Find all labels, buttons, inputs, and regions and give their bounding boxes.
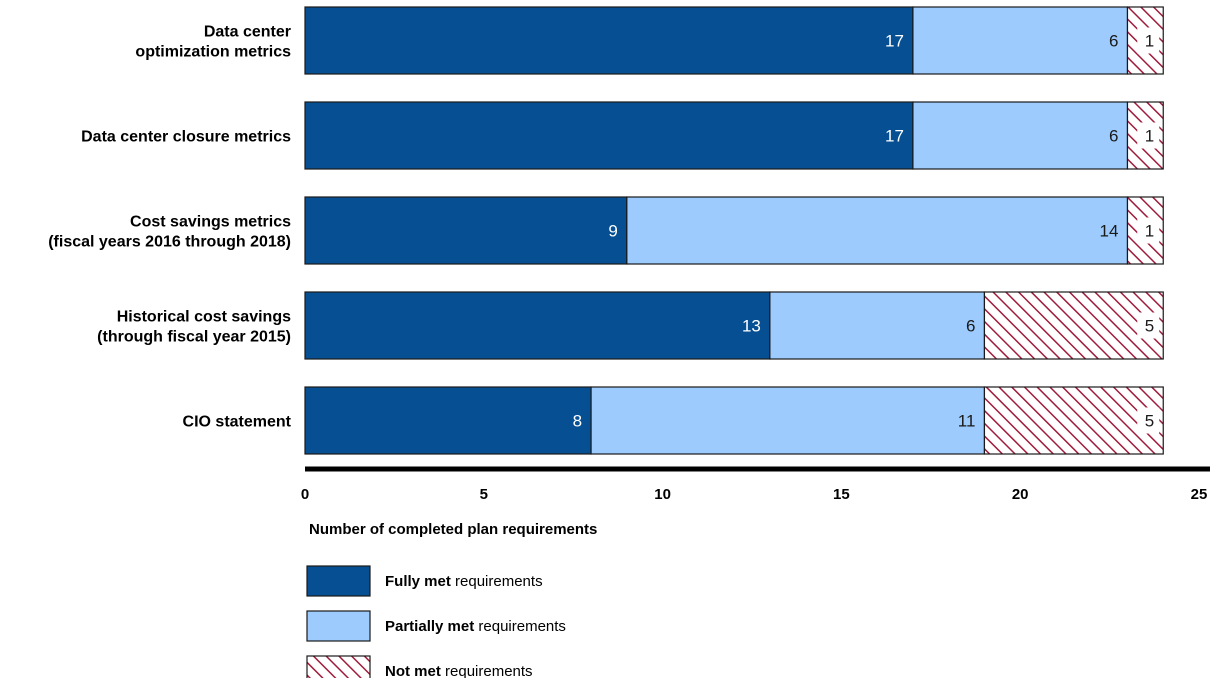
legend: Fully met requirements Partially met requ… [306, 565, 566, 678]
category-label: Data center closure metrics [81, 129, 291, 146]
value-label: 11 [958, 412, 976, 431]
x-tick-label: 20 [1012, 486, 1029, 503]
bar-segment-fully-met [304, 291, 771, 360]
legend-swatch [306, 565, 371, 597]
bar-segment-fully-met [304, 196, 628, 265]
value-label: 14 [1100, 222, 1119, 241]
bar-segment-fully-met [304, 101, 914, 170]
bar-segment-partially-met [590, 386, 986, 455]
value-label: 8 [573, 412, 582, 431]
bar-segment-partially-met [626, 196, 1129, 265]
value-label: 1 [1145, 127, 1154, 146]
category-label: Data center optimization metrics [135, 24, 291, 61]
value-label: 13 [742, 317, 761, 336]
bar-segment-not-met [983, 386, 1164, 455]
value-label: 17 [885, 127, 904, 146]
value-label: 6 [1109, 127, 1118, 146]
x-tick-label: 10 [654, 486, 671, 503]
value-label-background [1137, 27, 1160, 54]
bar-segment-partially-met [769, 291, 986, 360]
bar-segment-fully-met [304, 386, 592, 455]
x-axis: 0 5 10 15 20 25 Number of completed plan requi… [301, 466, 1210, 538]
category-label: Historical cost savings (through fiscal y… [97, 309, 291, 346]
value-label: 6 [966, 317, 975, 336]
value-label: 9 [608, 222, 617, 241]
value-label-background [1137, 407, 1160, 434]
legend-swatch [306, 655, 371, 678]
value-label: 6 [1109, 32, 1118, 51]
value-label: 17 [885, 32, 904, 51]
category-labels-group: Data center optimization metrics Data cent… [48, 24, 291, 431]
x-tick-label: 0 [301, 486, 309, 503]
legend-label: Not met requirements [385, 663, 533, 678]
x-axis-title: Number of completed plan requirements [309, 521, 597, 538]
value-label-background [1137, 122, 1160, 149]
category-label: Cost savings metrics (fiscal years 2016 t… [48, 214, 291, 251]
x-tick-label: 15 [833, 486, 850, 503]
bar-segment-fully-met [304, 6, 914, 75]
x-tick-label: 25 [1191, 486, 1208, 503]
bar-segment-partially-met [912, 6, 1129, 75]
value-label: 1 [1145, 222, 1154, 241]
value-label: 5 [1145, 317, 1154, 336]
value-label-background [1137, 217, 1160, 244]
legend-swatch [306, 610, 371, 642]
category-label: CIO statement [183, 414, 292, 431]
bar-segment-not-met [983, 291, 1164, 360]
legend-label: Partially met requirements [385, 618, 566, 635]
bars-group: 17 6 1 17 6 1 9 14 1 13 6 5 8 11 5 [304, 6, 1164, 455]
x-tick-label: 5 [480, 486, 488, 503]
value-label-background [1137, 312, 1160, 339]
value-label: 5 [1145, 412, 1154, 431]
value-label: 1 [1145, 32, 1154, 51]
legend-label: Fully met requirements [385, 573, 543, 590]
bar-segment-partially-met [912, 101, 1129, 170]
